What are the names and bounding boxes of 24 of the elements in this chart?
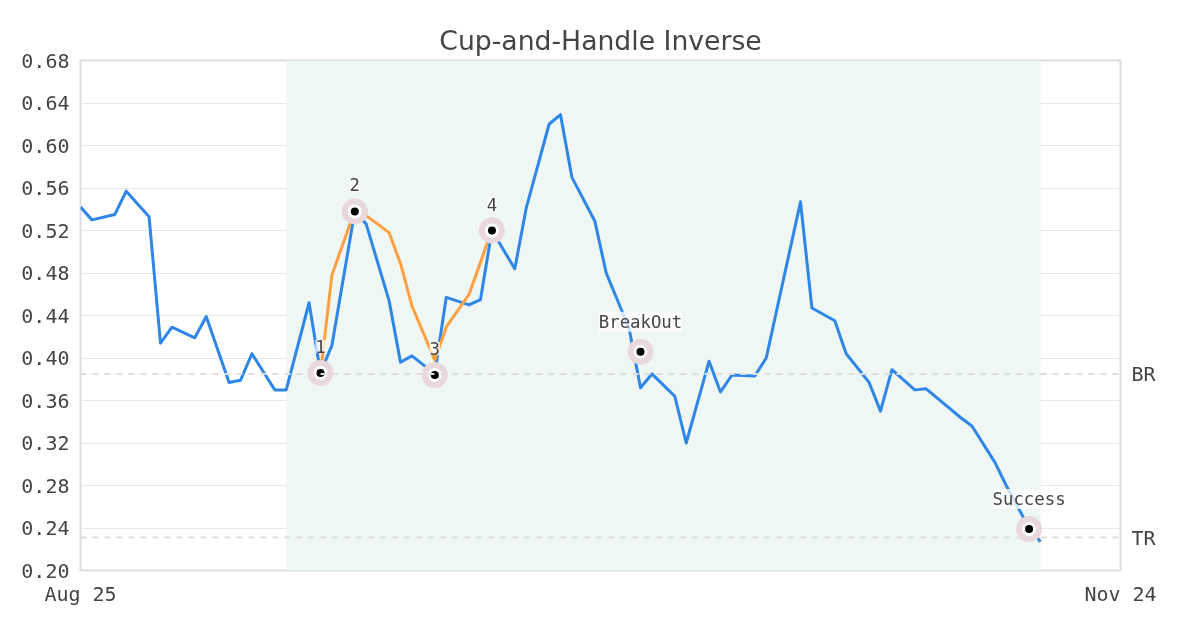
y-tick-label: 0.40 (21, 346, 70, 370)
annotation: 3 (429, 339, 441, 359)
ref-line-label: BR (1131, 361, 1157, 386)
y-tick-label: 0.68 (21, 48, 70, 73)
y-tick-label: 0.64 (21, 91, 70, 115)
annotation: 1 (315, 336, 326, 357)
annotation: Success (992, 489, 1066, 510)
annotation: BreakOut (598, 311, 683, 332)
y-tick-label: 0.44 (21, 303, 70, 328)
y-tick-label: 0.24 (21, 516, 70, 540)
ref-line-label: TR (1131, 525, 1157, 550)
y-tick-label: 0.36 (21, 388, 70, 413)
y-tick-label: 0.48 (21, 261, 70, 285)
y-tick-label: 0.20 (21, 558, 70, 583)
y-tick-label: 0.56 (21, 176, 70, 200)
y-tick-label: 0.28 (21, 473, 70, 498)
x-tick-label: Nov 24 (1084, 581, 1157, 606)
y-tick-label: 0.60 (21, 133, 70, 158)
y-tick-label: 0.52 (21, 218, 70, 243)
annotation: 2 (349, 175, 361, 196)
y-tick-label: 0.32 (21, 431, 70, 455)
chart-title: Cup-and-Handle Inverse (439, 24, 762, 56)
annotation: 4 (486, 194, 498, 215)
x-tick-label: Aug 25 (44, 581, 117, 606)
